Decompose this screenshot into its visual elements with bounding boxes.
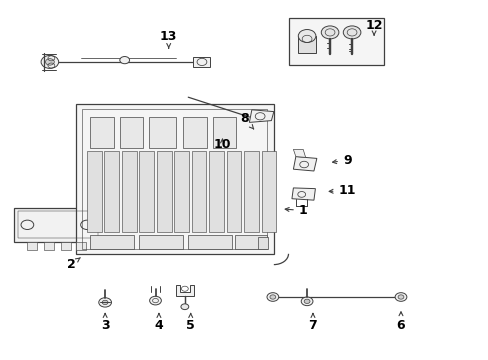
Text: 10: 10 <box>213 138 231 150</box>
Circle shape <box>269 295 275 299</box>
Polygon shape <box>298 36 315 53</box>
Bar <box>244 151 258 232</box>
Circle shape <box>99 298 111 307</box>
Text: 5: 5 <box>186 313 195 332</box>
Bar <box>122 151 136 232</box>
Circle shape <box>181 304 188 310</box>
Bar <box>174 151 189 232</box>
Bar <box>139 151 154 232</box>
Bar <box>261 151 276 232</box>
Bar <box>193 57 210 67</box>
Circle shape <box>102 300 108 305</box>
Text: 12: 12 <box>365 19 382 35</box>
Circle shape <box>394 293 406 301</box>
Bar <box>120 117 143 148</box>
Text: 9: 9 <box>332 154 351 167</box>
Text: 1: 1 <box>285 204 307 217</box>
Bar <box>104 151 119 232</box>
Circle shape <box>41 55 59 68</box>
Circle shape <box>321 26 338 39</box>
Polygon shape <box>176 285 193 296</box>
Text: 8: 8 <box>240 112 253 129</box>
Polygon shape <box>293 157 316 171</box>
Bar <box>90 235 134 249</box>
Bar <box>226 151 241 232</box>
Bar <box>61 242 71 250</box>
Bar <box>18 211 98 238</box>
Polygon shape <box>249 110 273 122</box>
Bar <box>188 235 232 249</box>
Polygon shape <box>76 104 273 254</box>
Text: 7: 7 <box>308 313 317 332</box>
Text: 13: 13 <box>160 30 177 48</box>
Polygon shape <box>291 188 315 200</box>
Bar <box>44 242 54 250</box>
Circle shape <box>45 59 54 65</box>
Circle shape <box>298 30 315 42</box>
Bar <box>234 235 266 249</box>
Bar <box>87 151 102 232</box>
Circle shape <box>304 299 309 303</box>
Bar <box>183 117 206 148</box>
Circle shape <box>149 296 161 305</box>
Circle shape <box>120 57 129 64</box>
Bar <box>258 237 267 249</box>
Bar <box>14 208 102 242</box>
Bar <box>191 151 206 232</box>
Circle shape <box>343 26 360 39</box>
Circle shape <box>301 297 312 306</box>
Bar <box>76 242 85 250</box>
Bar <box>209 151 224 232</box>
Bar <box>149 117 176 148</box>
Circle shape <box>397 295 403 299</box>
Text: 2: 2 <box>66 258 80 271</box>
Circle shape <box>266 293 278 301</box>
Polygon shape <box>293 149 305 157</box>
Bar <box>90 117 114 148</box>
Bar <box>157 151 171 232</box>
Text: 11: 11 <box>328 184 355 197</box>
Text: 3: 3 <box>101 313 109 332</box>
Bar <box>212 117 236 148</box>
Text: 6: 6 <box>396 312 405 332</box>
Bar <box>27 242 37 250</box>
Bar <box>288 18 383 65</box>
Text: 4: 4 <box>154 313 163 332</box>
Bar <box>139 235 183 249</box>
